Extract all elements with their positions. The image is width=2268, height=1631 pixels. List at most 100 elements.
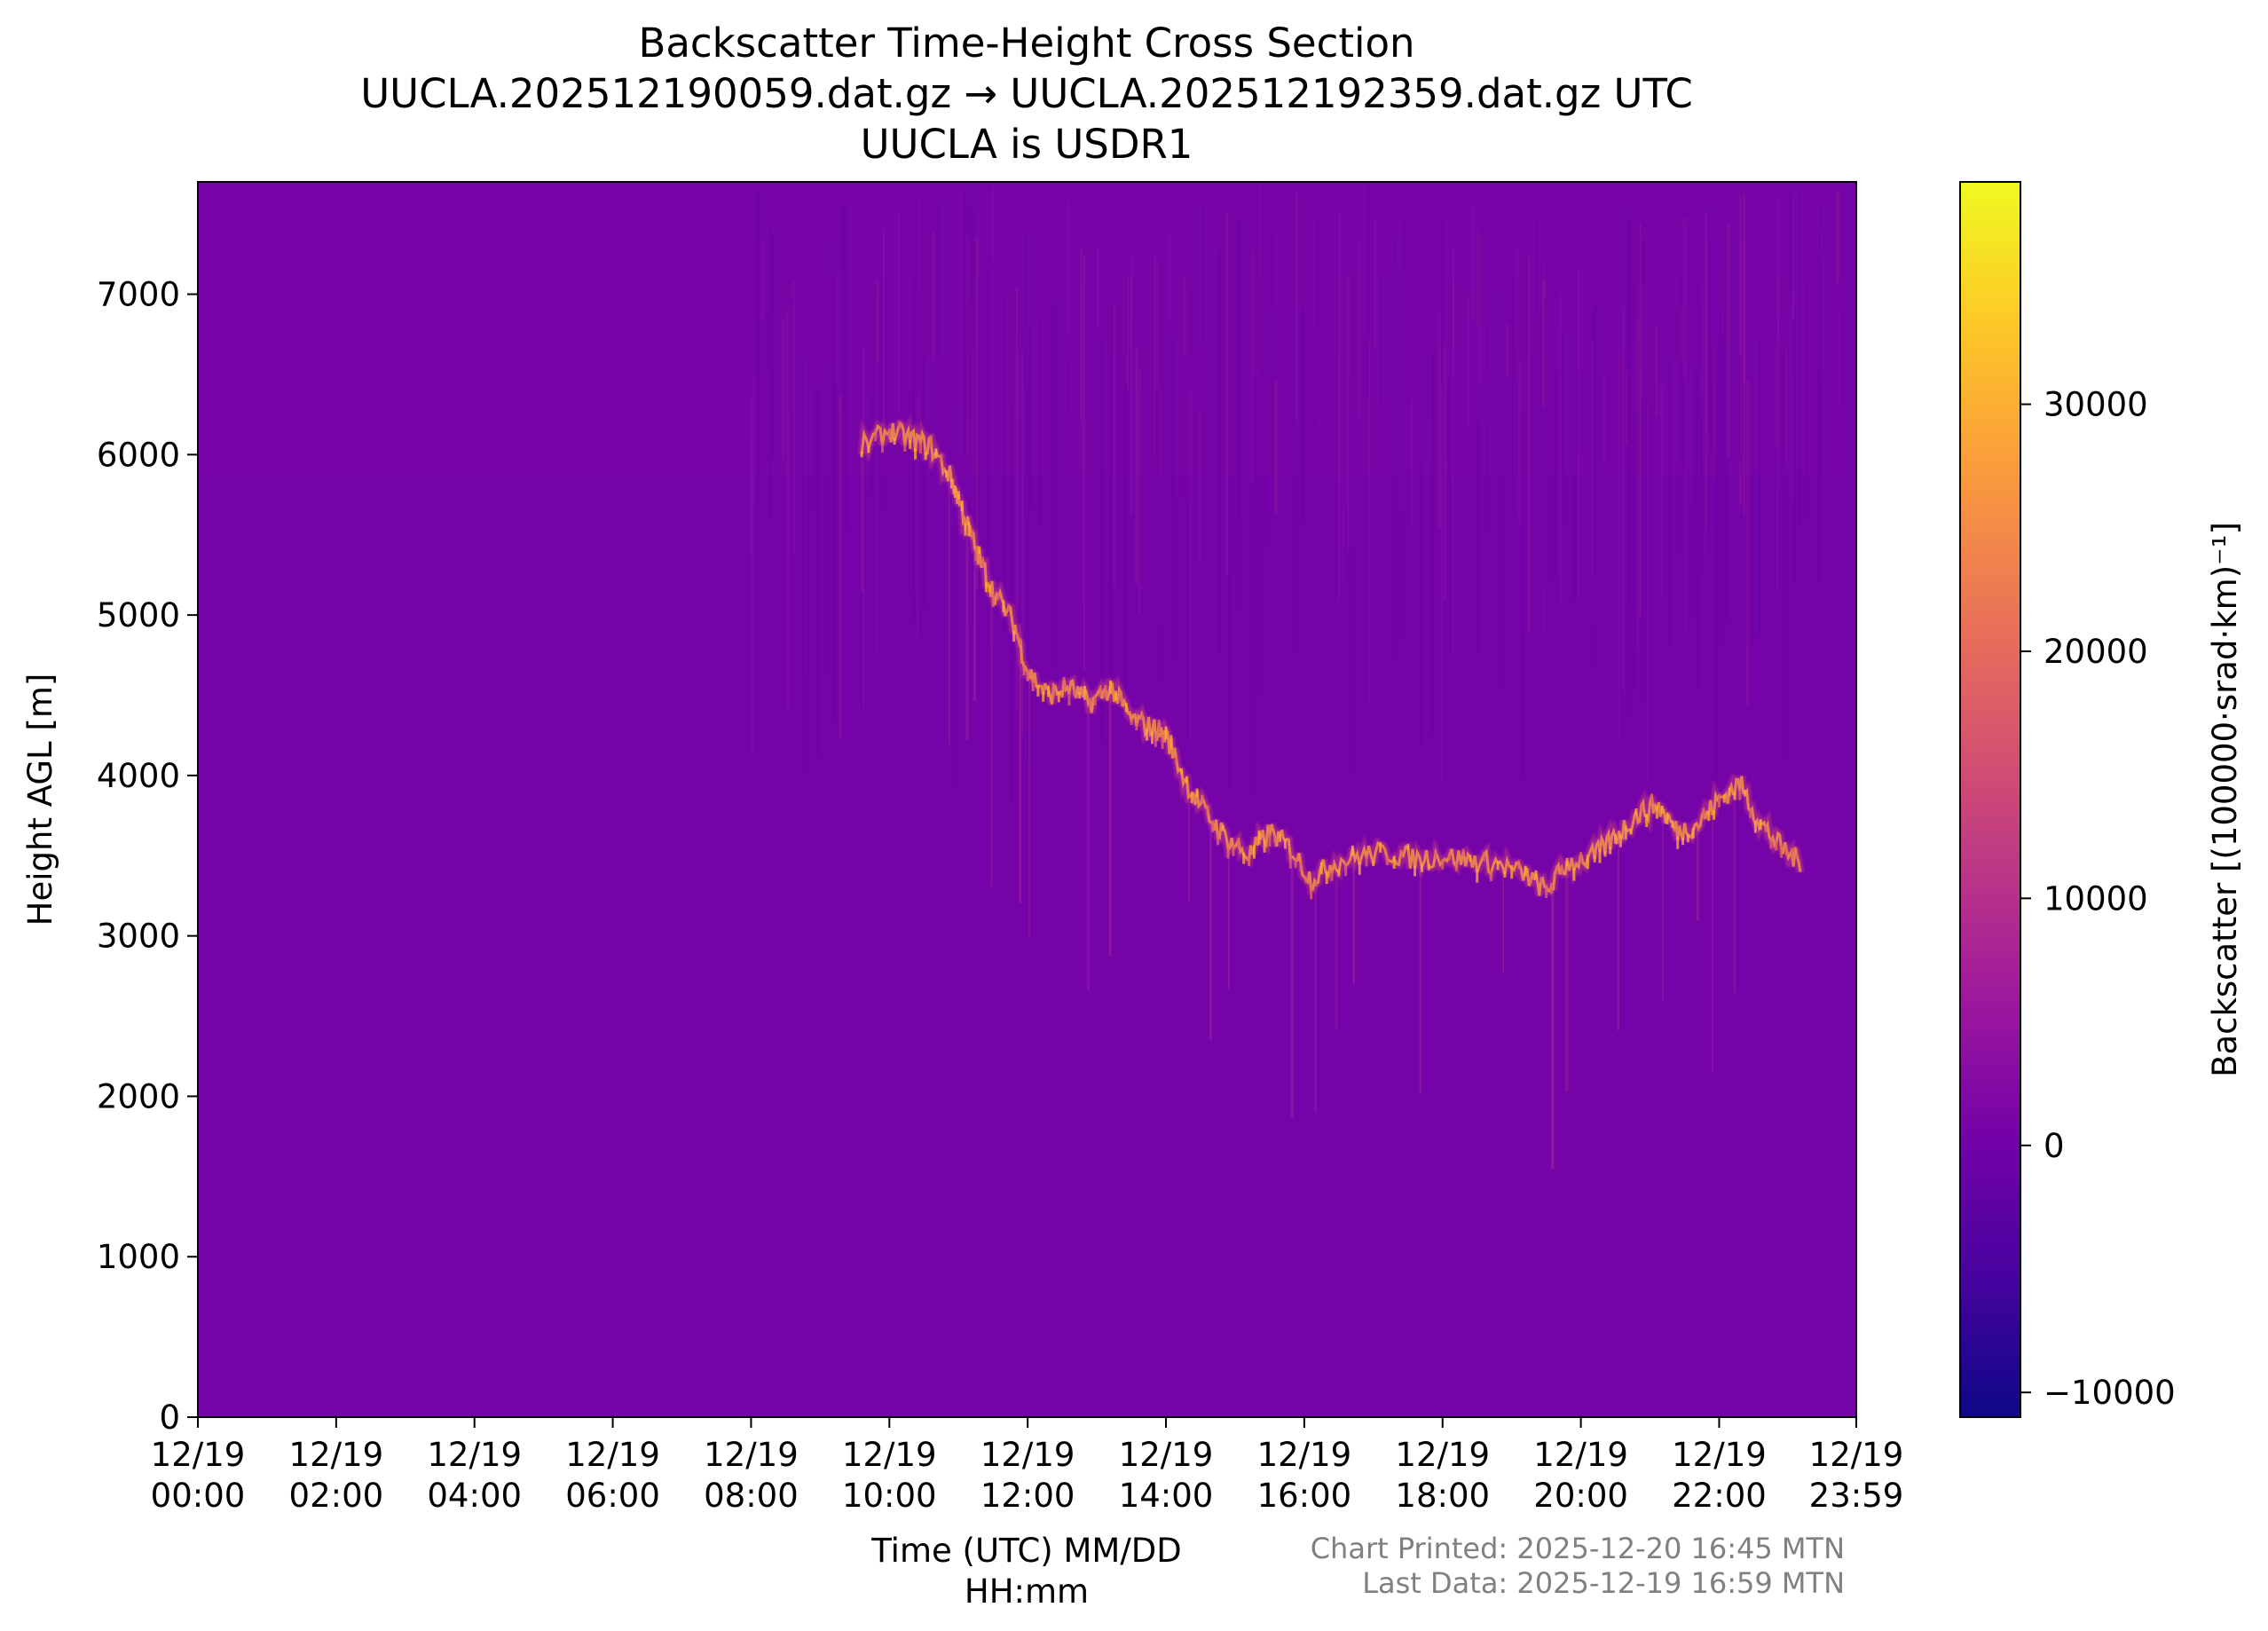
cloud-sparkle [1190, 792, 1193, 804]
cloud-sparkle [1728, 787, 1731, 796]
y-tick-label: 3000 [97, 918, 180, 956]
cloud-sparkle [1358, 861, 1361, 875]
cloud-sparkle [1135, 723, 1138, 731]
cloud-sparkle [1206, 805, 1209, 816]
cloud-sparkle [1088, 697, 1091, 708]
cloud-sparkle [1073, 689, 1076, 696]
cloud-sparkle [1744, 790, 1747, 797]
cloud-sparkle [1216, 834, 1219, 846]
cloud-sparkle [1012, 630, 1016, 642]
cloud-sparkle [1195, 788, 1199, 798]
cloud-sparkle [1624, 825, 1627, 840]
x-tick-time-label: 08:00 [704, 1477, 799, 1515]
x-tick-date-label: 12/19 [1672, 1436, 1767, 1474]
cloud-sparkle [1655, 806, 1658, 819]
cloud-sparkle [1299, 861, 1303, 872]
cloud-sparkle [1248, 857, 1251, 867]
cloud-sparkle [1565, 857, 1569, 867]
cloud-sparkle [1015, 633, 1019, 640]
cloud-sparkle [1676, 837, 1680, 849]
cloud-sparkle [1185, 776, 1188, 784]
cloud-sparkle [909, 440, 912, 449]
x-tick-date-label: 12/19 [1119, 1436, 1214, 1474]
colorbar-ticks: −10000 0 10000 20000 30000 [2020, 386, 2176, 1412]
cloud-sparkle [945, 469, 949, 477]
cloud-sparkle [934, 448, 938, 459]
cloud-sparkle [874, 429, 878, 442]
cloud-sparkle [1790, 848, 1793, 861]
cloud-sparkle [1572, 868, 1576, 881]
cloud-sparkle [1279, 833, 1282, 842]
cloud-sparkle [1681, 837, 1685, 846]
cloud-sparkle [1146, 729, 1149, 741]
cloud-sparkle [1780, 846, 1784, 858]
cloud-sparkle [1691, 827, 1695, 839]
cloud-sparkle [1026, 669, 1029, 682]
cloud-sparkle [1315, 880, 1319, 886]
y-tick-label: 0 [159, 1399, 180, 1437]
cloud-sparkle [1586, 855, 1589, 870]
cloud-sparkle [1461, 848, 1465, 856]
cloud-sparkle [1268, 833, 1272, 847]
cloud-sparkle [1083, 686, 1086, 700]
cloud-sparkle [1529, 878, 1532, 885]
cloud-sparkle [1237, 838, 1240, 849]
cloud-sparkle [1420, 863, 1423, 872]
cloud-sparkle [1579, 852, 1583, 863]
x-axis-label-line-1: Time (UTC) MM/DD [870, 1532, 1182, 1570]
colorbar-tick-label: 0 [2044, 1127, 2065, 1165]
cloud-sparkle [1288, 854, 1292, 869]
cloud-sparkle [984, 581, 988, 593]
colorbar-tick-label: 20000 [2044, 633, 2148, 671]
x-tick-time-label: 12:00 [980, 1477, 1075, 1515]
cloud-sparkle [1062, 676, 1066, 690]
cloud-sparkle [1399, 849, 1403, 859]
cloud-sparkle [1164, 726, 1168, 740]
cloud-sparkle [1283, 838, 1287, 849]
cloud-sparkle [1130, 718, 1133, 725]
x-tick-date-label: 12/19 [1257, 1436, 1352, 1474]
cloud-sparkle [1051, 682, 1055, 697]
cloud-sparkle [1406, 844, 1410, 851]
colorbar-label: Backscatter [(100000·srad·km)⁻¹] [2206, 522, 2244, 1077]
cloud-sparkle [1392, 855, 1396, 869]
cloud-layer-core [860, 422, 1802, 896]
cloud-sparkle [1650, 793, 1653, 804]
cloud-sparkle [1738, 788, 1742, 800]
cloud-sparkle [1503, 871, 1507, 878]
cloud-sparkle [1510, 864, 1514, 879]
cloud-sparkle [881, 442, 885, 453]
cloud-sparkle [1093, 694, 1097, 706]
cloud-sparkle [1427, 863, 1430, 871]
cloud-sparkle [1150, 730, 1154, 745]
x-tick-date-label: 12/19 [980, 1436, 1075, 1474]
cloud-sparkle [1019, 638, 1022, 646]
cloud-sparkle [1660, 806, 1664, 815]
cloud-sparkle [1609, 846, 1612, 855]
x-tick-date-label: 12/19 [427, 1436, 522, 1474]
cloud-sparkle [1489, 871, 1492, 882]
cloud-sparkle [1319, 862, 1323, 875]
cloud-sparkle [1549, 883, 1553, 894]
y-axis: 0 1000 2000 3000 4000 5000 6000 7000 [97, 276, 198, 1437]
x-axis-label: Time (UTC) MM/DD HH:mm [870, 1532, 1182, 1611]
chart-title: Backscatter Time-Height Cross Section UU… [360, 20, 1693, 168]
cloud-sparkle [1702, 808, 1705, 820]
cloud-sparkle [1351, 845, 1354, 856]
cloud-sparkle [1434, 849, 1437, 859]
y-tick-label: 1000 [97, 1238, 180, 1276]
cloud-sparkle [1002, 600, 1005, 612]
cloud-sparkle [949, 478, 953, 489]
cloud-sparkle [1232, 845, 1235, 856]
cloud-sparkle [1067, 691, 1071, 706]
cloud-sparkle [1560, 865, 1563, 874]
cloud-sparkle [1114, 690, 1118, 701]
x-tick-time-label: 14:00 [1119, 1477, 1214, 1515]
cloud-sparkle [967, 522, 971, 537]
cloud-sparkle [957, 491, 960, 500]
cloud-sparkle [1379, 842, 1382, 853]
cloud-sparkle [1671, 820, 1674, 829]
cloud-sparkle [981, 556, 985, 568]
cloud-sparkle [1154, 734, 1157, 747]
